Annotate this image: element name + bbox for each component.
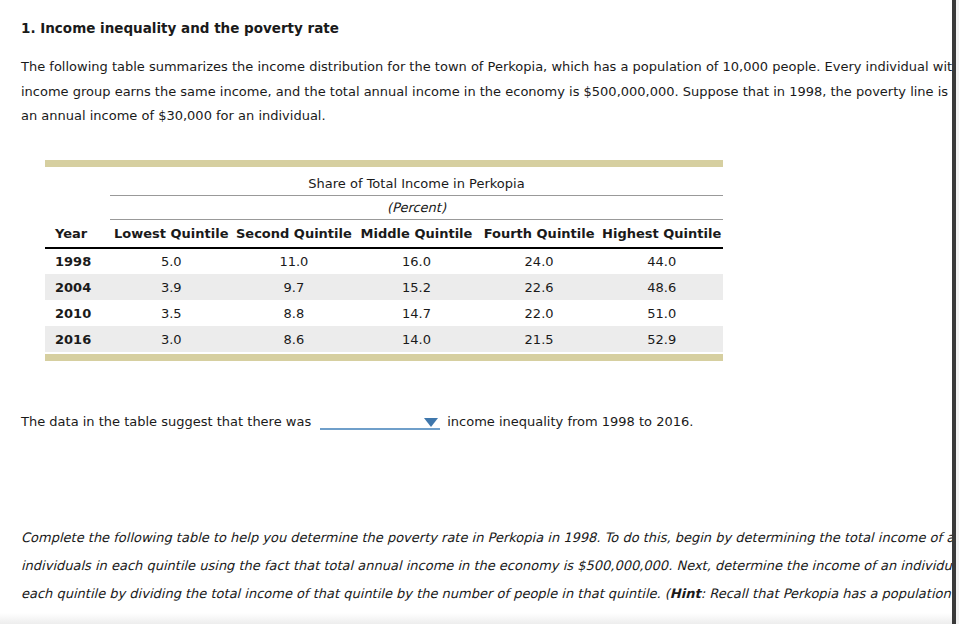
question-text-after: income inequality from 1998 to 2016. — [447, 413, 693, 430]
row-year: 2010 — [45, 300, 110, 326]
table-cell: 51.0 — [600, 300, 723, 326]
table-subtitle: (Percent) — [110, 196, 723, 220]
table-cell: 15.2 — [355, 274, 478, 300]
spacer-cell — [45, 196, 110, 220]
table-cell: 14.0 — [355, 326, 478, 352]
table-cell: 11.0 — [233, 248, 356, 274]
instructions-line: individuals in each quintile using the f… — [21, 552, 959, 580]
hint-label: Hint — [670, 586, 701, 601]
table-cell: 3.0 — [110, 326, 233, 352]
table-cell: 9.7 — [233, 274, 356, 300]
instructions-text: : Recall that Perkopia has a population … — [701, 586, 959, 601]
table-row: 2010 3.5 8.8 14.7 22.0 51.0 — [45, 300, 723, 326]
income-table: Share of Total Income in Perkopia (Perce… — [45, 167, 723, 352]
table-row: 2016 3.0 8.6 14.0 21.5 52.9 — [45, 326, 723, 352]
table-cell: 24.0 — [478, 248, 601, 274]
instructions-line: each quintile by dividing the total inco… — [21, 580, 959, 608]
table-title-row: Share of Total Income in Perkopia — [45, 167, 723, 196]
row-year: 2016 — [45, 326, 110, 352]
table-row: 1998 5.0 11.0 16.0 24.0 44.0 — [45, 248, 723, 274]
question-sentence: The data in the table suggest that there… — [21, 413, 693, 430]
income-share-table: Share of Total Income in Perkopia (Perce… — [45, 160, 723, 361]
table-cell: 22.0 — [478, 300, 601, 326]
intro-line: The following table summarizes the incom… — [21, 55, 959, 80]
problem-title: 1. Income inequality and the poverty rat… — [21, 20, 339, 36]
intro-line: income group earns the same income, and … — [21, 80, 959, 105]
table-subtitle-row: (Percent) — [45, 196, 723, 220]
table-cell: 8.6 — [233, 326, 356, 352]
column-header-year: Year — [45, 220, 110, 249]
table-cell: 21.5 — [478, 326, 601, 352]
table-cell: 3.5 — [110, 300, 233, 326]
table-cell: 3.9 — [110, 274, 233, 300]
column-header-highest-quintile: Highest Quintile — [600, 220, 723, 249]
column-header-second-quintile: Second Quintile — [233, 220, 356, 249]
instructions-line: Complete the following table to help you… — [21, 524, 959, 552]
column-header-fourth-quintile: Fourth Quintile — [478, 220, 601, 249]
page-bottom-fade — [0, 613, 953, 624]
table-cell: 16.0 — [355, 248, 478, 274]
table-row: 2004 3.9 9.7 15.2 22.6 48.6 — [45, 274, 723, 300]
table-cell: 8.8 — [233, 300, 356, 326]
table-cell: 44.0 — [600, 248, 723, 274]
table-accent-bar-bottom — [45, 354, 723, 361]
table-cell: 22.6 — [478, 274, 601, 300]
dropdown-arrow-icon — [424, 418, 438, 427]
intro-line: an annual income of $30,000 for an indiv… — [21, 104, 959, 129]
table-accent-bar-top — [45, 160, 723, 167]
column-header-lowest-quintile: Lowest Quintile — [110, 220, 233, 249]
question-text-before: The data in the table suggest that there… — [21, 413, 311, 430]
spacer-cell — [45, 167, 110, 196]
column-header-row: Year Lowest Quintile Second Quintile Mid… — [45, 220, 723, 249]
table-cell: 48.6 — [600, 274, 723, 300]
row-year: 1998 — [45, 248, 110, 274]
table-title: Share of Total Income in Perkopia — [110, 167, 723, 196]
row-year: 2004 — [45, 274, 110, 300]
instructions-paragraph: Complete the following table to help you… — [21, 524, 959, 624]
answer-dropdown[interactable] — [320, 414, 440, 430]
instructions-text: each quintile by dividing the total inco… — [21, 586, 670, 601]
table-cell: 14.7 — [355, 300, 478, 326]
table-cell: 5.0 — [110, 248, 233, 274]
table-cell: 52.9 — [600, 326, 723, 352]
intro-paragraph: The following table summarizes the incom… — [21, 55, 959, 129]
column-header-middle-quintile: Middle Quintile — [355, 220, 478, 249]
